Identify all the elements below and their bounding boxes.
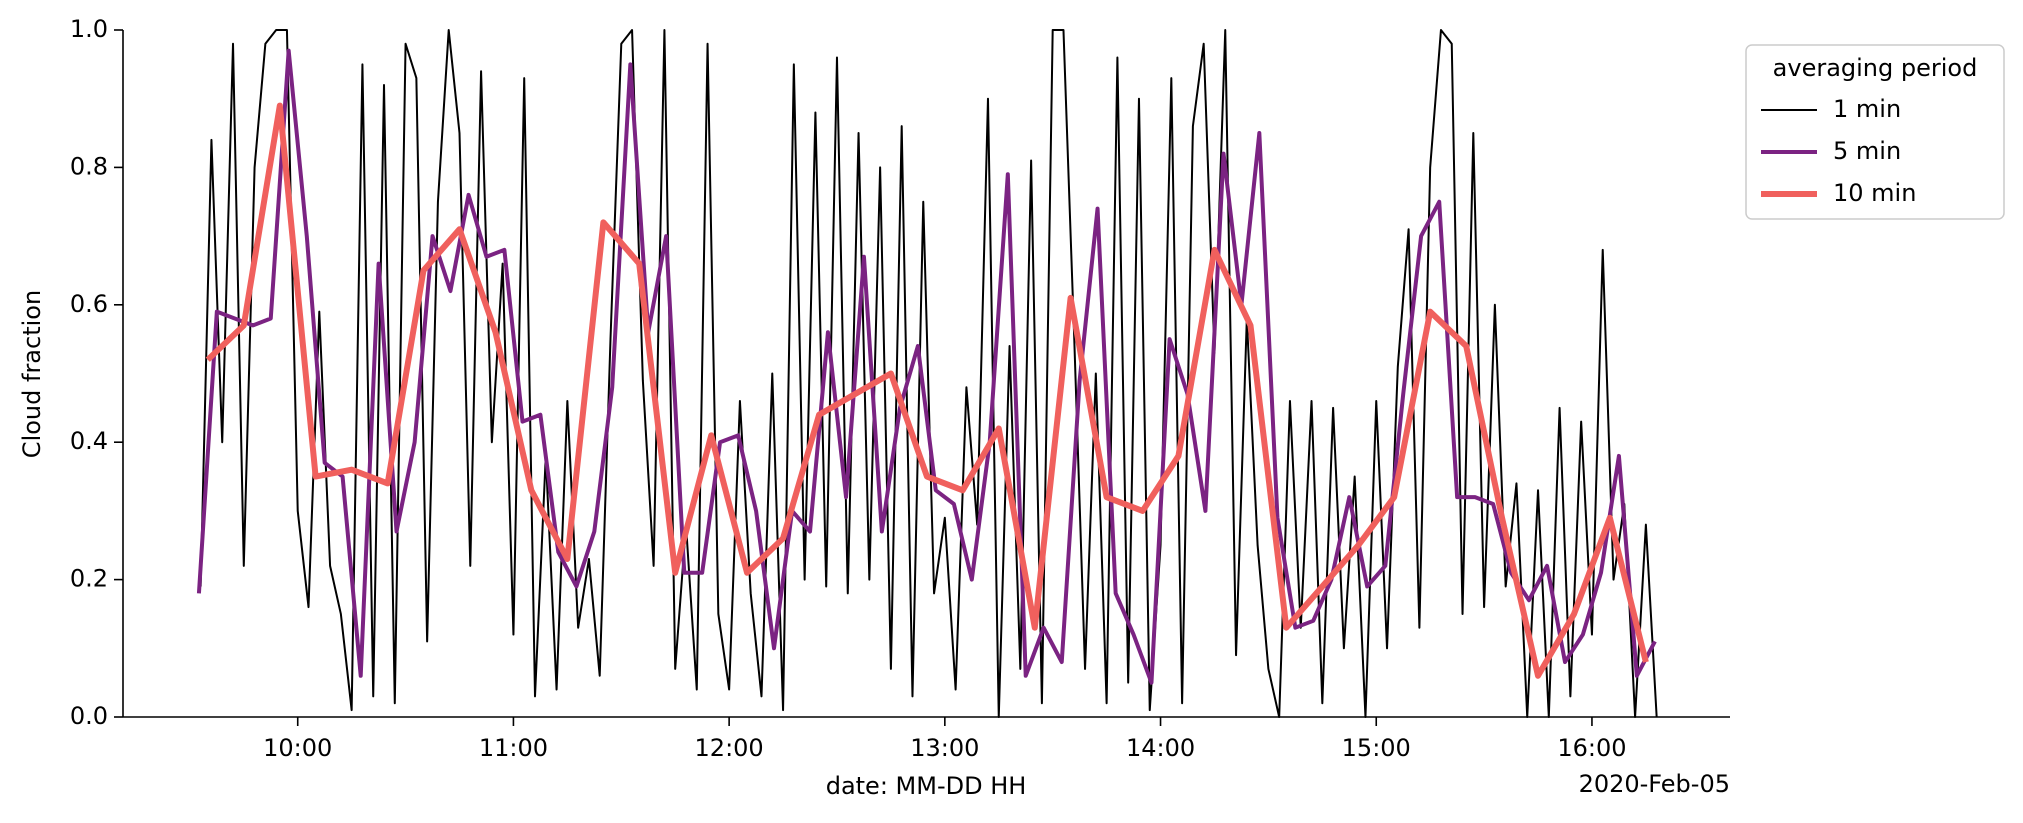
x-tick-label: 16:00 — [1557, 734, 1626, 762]
series-line — [196, 48, 1657, 685]
x-tick-label: 11:00 — [479, 734, 548, 762]
x-tick-label: 14:00 — [1126, 734, 1195, 762]
legend-title: averaging period — [1773, 54, 1978, 82]
y-tick-label: 0.6 — [70, 290, 108, 318]
date-offset-label: 2020-Feb-05 — [1579, 770, 1730, 798]
y-tick-label: 1.0 — [70, 15, 108, 43]
x-tick-label: 15:00 — [1342, 734, 1411, 762]
series-line — [205, 102, 1649, 679]
x-axis-label: date: MM-DD HH — [826, 772, 1027, 800]
x-tick-label: 10:00 — [263, 734, 332, 762]
plot-area — [196, 29, 1658, 718]
y-axis-label: Cloud fraction — [18, 290, 46, 458]
legend: averaging period 1 min 5 min 10 min — [1745, 44, 2005, 220]
legend-label: 5 min — [1833, 137, 1901, 165]
legend-frame — [1745, 44, 2005, 220]
legend-label: 1 min — [1833, 95, 1901, 123]
y-tick-label: 0.2 — [70, 565, 108, 593]
series-line — [199, 29, 1658, 718]
y-tick-label: 0.4 — [70, 427, 108, 455]
y-tick-label: 0.0 — [70, 702, 108, 730]
legend-label: 10 min — [1833, 179, 1916, 207]
y-tick-label: 0.8 — [70, 152, 108, 180]
x-tick-label: 13:00 — [910, 734, 979, 762]
x-tick-label: 12:00 — [695, 734, 764, 762]
